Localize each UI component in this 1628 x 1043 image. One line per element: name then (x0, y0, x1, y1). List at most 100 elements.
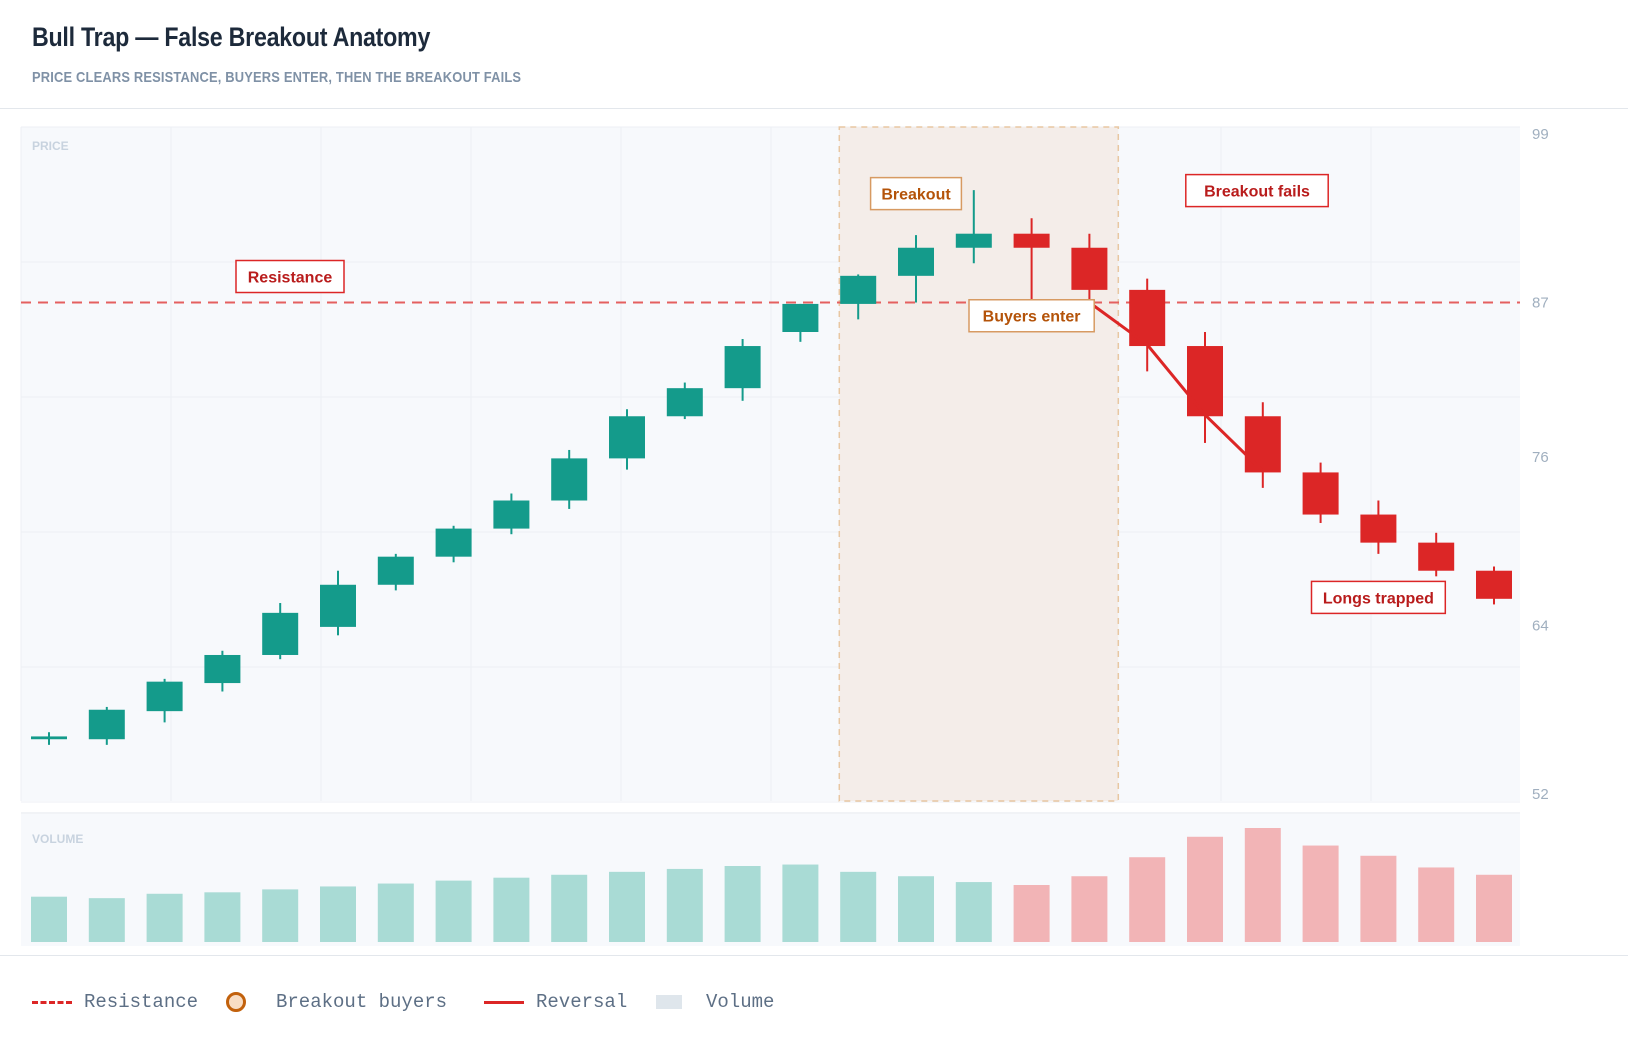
annotation-buyers-enter-box (968, 298, 1095, 333)
candle-body (609, 416, 645, 459)
resistance-label-box (235, 259, 345, 294)
volume-bar (146, 893, 183, 942)
volume-bars (31, 828, 1512, 942)
y-tick-label: 52 (1532, 786, 1549, 803)
candle (88, 706, 125, 745)
volume-bar (493, 877, 530, 942)
candle-body (146, 681, 183, 712)
resistance-label-text: Resistance (248, 270, 333, 287)
annotation-breakout-text: Breakout (881, 187, 951, 204)
volume-bar (666, 868, 703, 942)
box-swatch-icon (656, 995, 682, 1009)
price-panel-label: PRICE (32, 139, 69, 153)
volume-bar (1013, 885, 1050, 942)
line-swatch-icon (484, 1000, 524, 1004)
legend-label: Resistance (84, 991, 199, 1013)
volume-bar (1418, 867, 1455, 942)
y-tick-label: 87 (1532, 295, 1549, 312)
candle (1071, 233, 1108, 303)
candle (146, 678, 183, 723)
candles (31, 190, 1512, 745)
chart-title: Bull Trap — False Breakout Anatomy (32, 22, 431, 52)
y-axis: 99 87 76 64 52 (1532, 126, 1549, 803)
candle (1418, 532, 1455, 577)
candle-body (551, 458, 588, 501)
annotation-buyers-enter: Buyers enter (968, 298, 1095, 333)
volume-bar (1302, 845, 1339, 942)
volume-bar (88, 898, 125, 942)
annotation-breakout: Breakout (869, 176, 963, 211)
volume-bar (609, 871, 645, 942)
candle-body (1187, 346, 1223, 417)
candle-body (493, 500, 530, 529)
candle-body (1244, 416, 1281, 473)
legend-item-volume: Volume (656, 988, 774, 1016)
candle (1187, 332, 1223, 443)
candle (955, 190, 992, 264)
candle-body (1129, 289, 1166, 347)
candle-body (262, 612, 299, 655)
volume-panel-background (21, 814, 1520, 946)
reversal-line (1088, 301, 1264, 473)
candle (1013, 218, 1050, 303)
candle (31, 732, 67, 745)
candle-body (666, 388, 703, 417)
volume-bar (435, 880, 472, 942)
candle-body (724, 346, 761, 389)
y-tick-label: 99 (1532, 126, 1549, 143)
candle-body (1013, 233, 1050, 248)
candle-body (1360, 514, 1397, 543)
legend-item-resistance: Resistance (32, 988, 198, 1016)
volume-bar (898, 876, 934, 942)
candle-body (1476, 570, 1512, 599)
candle (1360, 500, 1397, 554)
candlestick-chart: Resistance Breakout Buyers enter Breakout f… (20, 126, 1549, 946)
annotation-breakout-fails-text: Breakout fails (1204, 184, 1310, 201)
annotation-breakout-fails: Breakout fails (1185, 173, 1329, 208)
candle-body (204, 654, 241, 684)
candle (1244, 402, 1281, 488)
candle (204, 650, 241, 692)
volume-bar (262, 889, 299, 942)
volume-bar (1071, 876, 1108, 942)
legend-label: Breakout buyers (276, 991, 448, 1013)
breakout-zone (838, 126, 1120, 802)
volume-bar (551, 874, 588, 942)
candle (493, 493, 530, 535)
legend-item-reversal: Reversal (484, 988, 627, 1016)
candle (1302, 462, 1339, 523)
candle (435, 525, 472, 563)
candle-body (782, 303, 819, 332)
volume-bar (1476, 874, 1512, 942)
candle (782, 303, 819, 342)
annotation-longs-trapped-box (1310, 580, 1447, 615)
legend-item-breakout-buyers: Breakout buyers (226, 988, 447, 1016)
candle-body (88, 709, 125, 740)
legend-label: Reversal (536, 991, 628, 1013)
volume-bar (840, 871, 877, 942)
annotations: Resistance Breakout Buyers enter Breakout f… (235, 173, 1447, 615)
dashed-line-swatch-icon (32, 1000, 72, 1004)
candle (551, 449, 588, 509)
y-tick-label: 76 (1532, 449, 1549, 466)
y-tick-label: 64 (1532, 617, 1549, 634)
candle (609, 409, 645, 470)
candle (377, 553, 414, 591)
volume-bar (31, 896, 67, 942)
volume-bar (1129, 857, 1166, 942)
volume-panel-label: VOLUME (32, 832, 83, 846)
candle (666, 382, 703, 420)
candle-body (377, 556, 414, 585)
volume-bar (204, 892, 241, 942)
resistance-label: Resistance (235, 259, 345, 294)
candle-body (320, 584, 356, 627)
candle (898, 235, 934, 303)
legend-label: Volume (706, 991, 775, 1013)
volume-bar (1360, 855, 1397, 942)
candle-body (1302, 472, 1339, 515)
volume-bar (724, 866, 761, 942)
annotation-buyers-enter-text: Buyers enter (983, 309, 1081, 326)
candle-body (840, 275, 877, 304)
candle-body (898, 247, 934, 276)
candle (1476, 566, 1512, 605)
